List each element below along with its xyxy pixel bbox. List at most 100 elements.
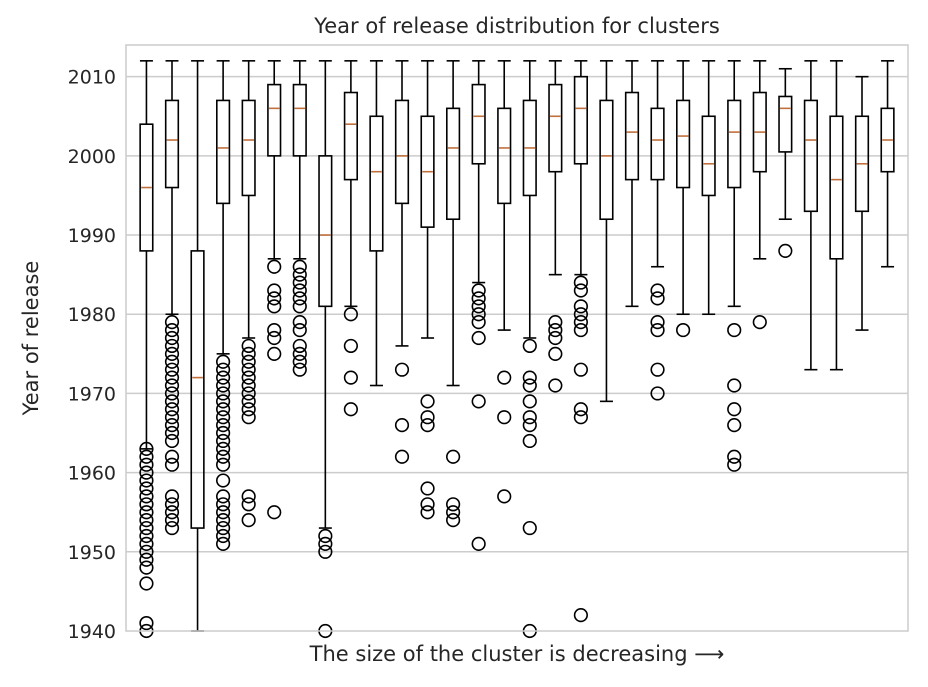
boxplot-3 <box>190 60 205 632</box>
outlier-point <box>573 608 588 623</box>
box-iqr <box>650 107 665 181</box>
outlier-point <box>216 402 231 417</box>
outlier-point <box>164 425 180 441</box>
outlier-point <box>292 315 307 330</box>
outlier-point <box>216 528 231 544</box>
box-iqr <box>803 99 818 213</box>
outlier-point <box>164 386 180 401</box>
box-iqr <box>471 83 486 165</box>
outlier-point <box>446 449 461 464</box>
outlier-point <box>343 402 358 417</box>
outlier-point <box>471 299 486 314</box>
outlier-point <box>292 291 307 306</box>
outlier-point <box>778 243 793 258</box>
outlier-point <box>241 354 256 369</box>
outlier-point <box>548 322 563 338</box>
outlier-point <box>164 410 180 425</box>
outlier-point <box>139 505 154 520</box>
outlier-point <box>216 354 231 369</box>
outlier-point <box>292 362 307 377</box>
boxplot-30 <box>880 60 895 268</box>
outlier-point <box>216 378 231 393</box>
outlier-point <box>650 315 665 330</box>
outlier-point <box>164 513 180 528</box>
outlier-point <box>216 410 231 425</box>
outlier-point <box>420 481 435 496</box>
outlier-point <box>241 410 256 425</box>
outlier-point <box>522 394 537 409</box>
outlier-point <box>164 449 180 464</box>
outlier-point <box>650 291 665 306</box>
boxplot-2 <box>164 60 180 536</box>
outlier-point <box>241 386 256 401</box>
outlier-point <box>164 418 180 433</box>
plot-frame <box>125 44 909 632</box>
outlier-point <box>573 315 588 330</box>
outlier-point <box>573 307 588 322</box>
outlier-point <box>216 520 231 536</box>
boxplot-25 <box>752 60 767 330</box>
boxplot-23 <box>701 60 716 316</box>
boxplot-4 <box>216 60 231 551</box>
outlier-point <box>164 362 180 377</box>
boxplot-6 <box>267 60 282 520</box>
boxplot-19 <box>599 60 614 403</box>
chart-title: Year of release distribution for cluster… <box>313 14 720 38</box>
box-iqr <box>267 83 282 157</box>
box-iqr <box>446 107 461 221</box>
outlier-point <box>522 338 537 354</box>
outlier-point <box>727 322 742 338</box>
outlier-point <box>292 275 307 290</box>
outlier-point <box>727 457 742 472</box>
outlier-point <box>471 330 486 346</box>
boxplot-13 <box>446 60 461 528</box>
outlier-point <box>292 354 307 369</box>
outlier-point <box>727 402 742 417</box>
box-iqr <box>880 107 895 173</box>
outlier-point <box>420 497 435 512</box>
outlier-point <box>343 307 358 322</box>
box-iqr <box>318 155 333 308</box>
outlier-point <box>727 418 742 433</box>
y-tick-label: 1960 <box>68 463 116 485</box>
boxplot-28 <box>829 60 844 371</box>
outlier-point <box>267 322 282 338</box>
outlier-point <box>573 322 588 338</box>
outlier-point <box>573 410 588 425</box>
box-iqr <box>164 99 180 189</box>
box-iqr <box>190 250 205 529</box>
outlier-point <box>164 346 180 361</box>
box-iqr <box>420 115 435 228</box>
outlier-point <box>292 338 307 354</box>
box-iqr <box>599 99 614 221</box>
outlier-point <box>216 489 231 504</box>
boxplot-15 <box>497 60 512 504</box>
outlier-point <box>139 560 154 575</box>
boxplot-21 <box>650 60 665 401</box>
outlier-point <box>267 283 282 298</box>
outlier-point <box>139 473 154 488</box>
outlier-point <box>420 505 435 520</box>
y-tick-label: 2000 <box>68 146 116 168</box>
outlier-point <box>573 402 588 417</box>
box-iqr <box>216 99 231 205</box>
outlier-point <box>267 299 282 314</box>
y-axis-label: Year of release <box>19 261 43 417</box>
outlier-point <box>241 338 256 354</box>
outlier-point <box>394 418 410 433</box>
outlier-point <box>267 259 282 274</box>
outlier-point <box>216 425 231 441</box>
grid-lines <box>126 75 908 553</box>
outlier-point <box>216 449 231 464</box>
outlier-point <box>292 283 307 298</box>
boxplot-16 <box>522 60 537 639</box>
outlier-point <box>241 394 256 409</box>
outlier-point <box>318 544 333 559</box>
outlier-point <box>216 513 231 528</box>
outlier-point <box>573 362 588 377</box>
outlier-point <box>343 370 358 385</box>
outlier-point <box>241 346 256 361</box>
outlier-point <box>164 322 180 338</box>
outlier-point <box>164 330 180 346</box>
